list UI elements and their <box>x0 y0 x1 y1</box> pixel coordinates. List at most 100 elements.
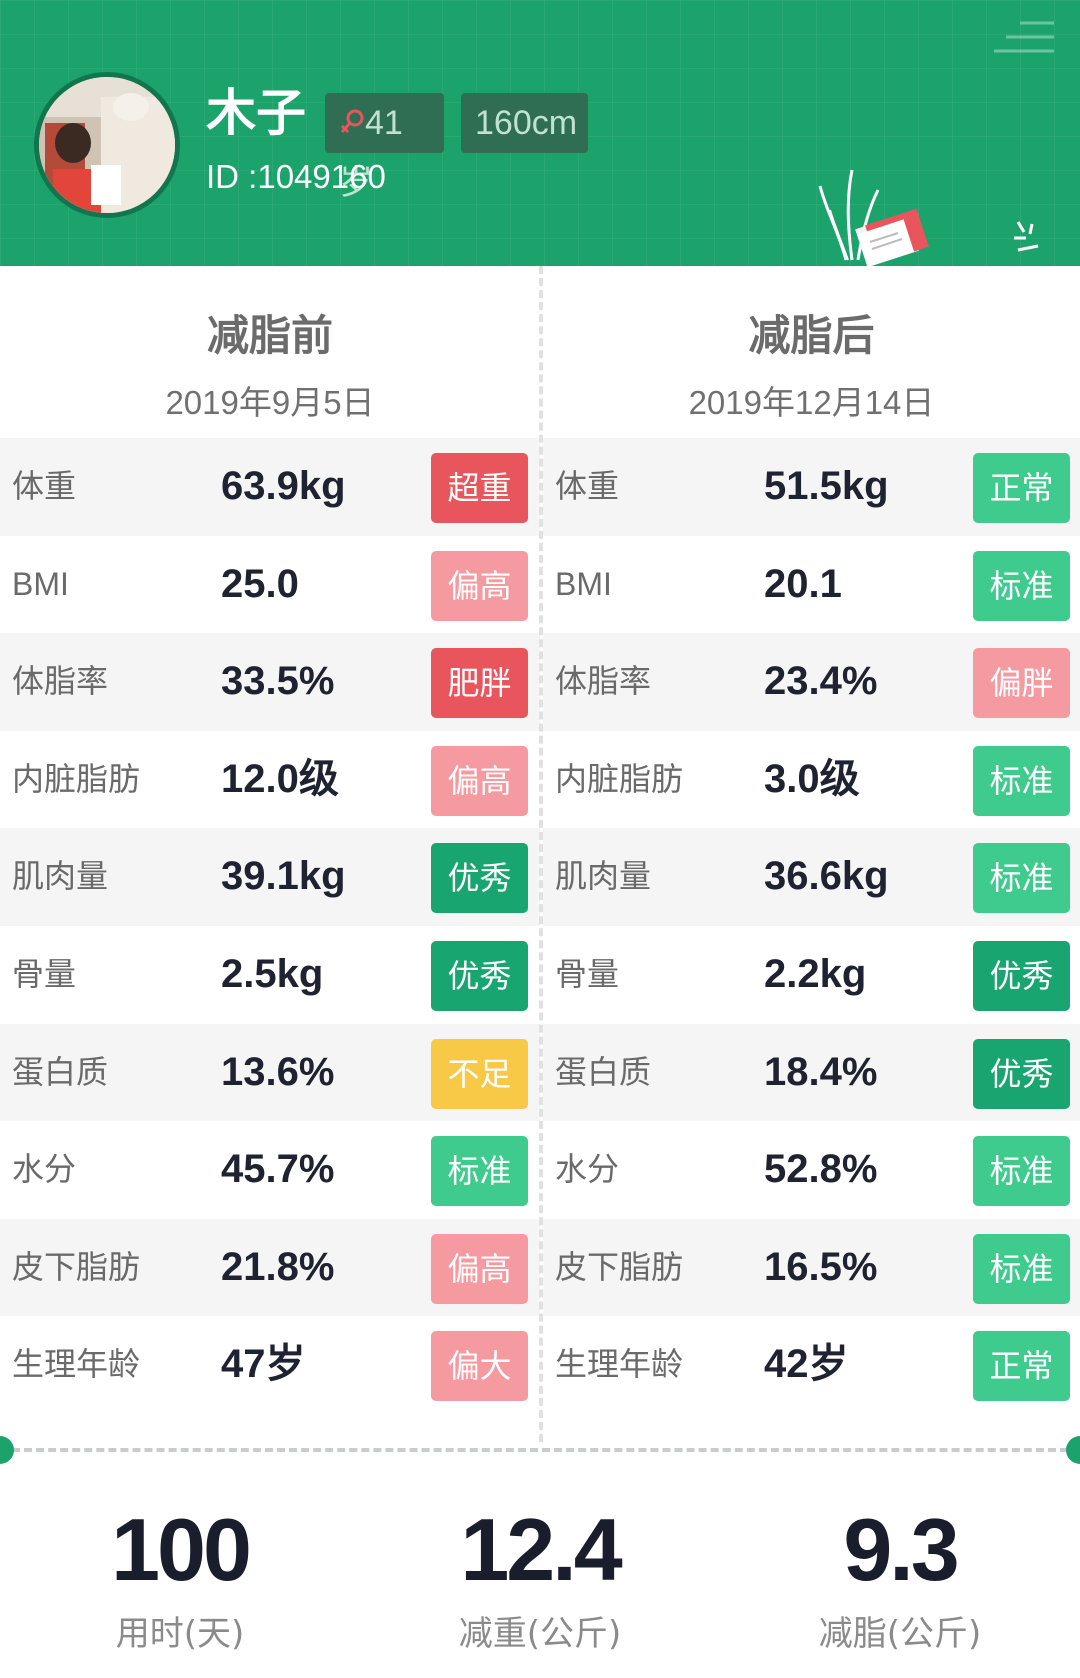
metric-label: 骨量 <box>12 954 77 993</box>
status-badge: 优秀 <box>431 843 528 914</box>
table-row: 水分 52.8% 标准 <box>543 1121 1080 1219</box>
avatar[interactable] <box>34 72 180 218</box>
metric-label: 体重 <box>12 467 77 505</box>
table-row: 肌肉量 36.6kg 标准 <box>543 828 1080 926</box>
stat-label: 减脂(公斤) <box>818 1614 982 1654</box>
status-badge: 偏高 <box>431 745 528 816</box>
status-badge: 偏高 <box>431 550 528 621</box>
status-badge: 不足 <box>431 1038 528 1109</box>
divider-notch-right <box>1066 1436 1080 1464</box>
metric-value: 13.6% <box>221 1049 335 1094</box>
table-row: 体脂率 23.4% 偏胖 <box>543 633 1080 731</box>
status-badge: 超重 <box>431 453 528 523</box>
status-badge: 标准 <box>973 745 1070 816</box>
table-row: 皮下脂肪 21.8% 偏高 <box>0 1218 540 1317</box>
metric-value: 52.8% <box>764 1147 878 1192</box>
status-badge: 偏胖 <box>973 648 1070 719</box>
metric-label: 肌肉量 <box>12 857 109 896</box>
metric-value: 25.0 <box>221 561 299 606</box>
status-badge: 肥胖 <box>431 648 528 719</box>
stat-value: 9.3 <box>843 1500 959 1599</box>
status-badge: 标准 <box>973 1233 1070 1304</box>
metric-label: BMI <box>12 565 69 602</box>
table-row: 骨量 2.2kg 优秀 <box>543 926 1080 1024</box>
metric-value: 23.4% <box>764 659 878 704</box>
metric-label: 蛋白质 <box>555 1052 652 1091</box>
stat-label: 用时(天) <box>115 1614 245 1654</box>
before-column: 减脂前 2019年9月5日 体重 63.9kg 超重 BMI 25.0 偏高 体… <box>0 266 540 1442</box>
metric-value: 18.4% <box>764 1049 878 1094</box>
metric-label: 水分 <box>12 1150 77 1189</box>
after-column: 减脂后 2019年12月14日 体重 51.5kg 正常 BMI 20.1 标准… <box>543 266 1080 1442</box>
before-title: 减脂前 <box>206 311 333 360</box>
metric-label: 水分 <box>555 1150 620 1189</box>
age-badge: 41岁 <box>325 93 444 202</box>
metric-value: 33.5% <box>221 659 335 704</box>
metric-label: 皮下脂肪 <box>12 1247 141 1286</box>
metric-value: 12.0级 <box>221 756 339 801</box>
summary-stats: 100 用时(天) 12.4 减重(公斤) 9.3 减脂(公斤) <box>0 1470 1080 1678</box>
table-row: 内脏脂肪 3.0级 标准 <box>543 731 1080 829</box>
metric-label: 体重 <box>555 467 620 505</box>
metric-label: 内脏脂肪 <box>555 759 684 798</box>
table-row: 内脏脂肪 12.0级 偏高 <box>0 731 540 829</box>
status-badge: 标准 <box>973 550 1070 621</box>
table-row: 肌肉量 39.1kg 优秀 <box>0 828 540 926</box>
profile-header: 木子 41岁 160cm ID :1049160 <box>0 0 1080 266</box>
after-date: 2019年12月14日 <box>688 384 935 421</box>
status-badge: 正常 <box>973 1331 1070 1402</box>
section-divider <box>12 1448 1068 1452</box>
table-row: 生理年龄 47岁 偏大 <box>0 1316 540 1414</box>
table-row: 体重 51.5kg 正常 <box>543 438 1080 536</box>
female-symbol-icon <box>340 109 364 134</box>
status-badge: 标准 <box>973 843 1070 914</box>
after-title: 减脂后 <box>748 311 875 360</box>
divider-notch-left <box>0 1436 14 1464</box>
metric-label: BMI <box>555 565 612 602</box>
user-id: ID :1049160 <box>206 158 386 195</box>
metric-value: 16.5% <box>764 1244 878 1289</box>
status-badge: 偏大 <box>431 1331 528 1402</box>
metric-label: 内脏脂肪 <box>12 759 141 798</box>
table-row: 体重 63.9kg 超重 <box>0 438 540 536</box>
metric-value: 47岁 <box>221 1342 306 1387</box>
metric-value: 21.8% <box>221 1244 335 1289</box>
avatar-photo <box>39 77 175 213</box>
stat-days: 100 用时(天) <box>0 1470 360 1655</box>
metric-label: 蛋白质 <box>12 1052 109 1091</box>
before-date: 2019年9月5日 <box>165 384 375 421</box>
metric-label: 皮下脂肪 <box>555 1247 684 1286</box>
metric-value: 51.5kg <box>764 464 889 508</box>
metric-label: 生理年龄 <box>12 1345 141 1384</box>
status-badge: 标准 <box>973 1136 1070 1207</box>
height-badge: 160cm <box>461 93 588 153</box>
table-row: BMI 25.0 偏高 <box>0 536 540 634</box>
sparkle-icon <box>1014 221 1039 252</box>
comparison-table: 减脂前 2019年9月5日 体重 63.9kg 超重 BMI 25.0 偏高 体… <box>0 266 1080 1442</box>
stat-weight-loss: 12.4 减重(公斤) <box>360 1470 720 1655</box>
metric-value: 2.5kg <box>221 951 324 996</box>
status-badge: 偏高 <box>431 1233 528 1304</box>
table-row: 皮下脂肪 16.5% 标准 <box>543 1218 1080 1317</box>
metric-value: 42岁 <box>764 1342 849 1387</box>
metric-label: 骨量 <box>555 954 620 993</box>
table-row: 生理年龄 42岁 正常 <box>543 1316 1080 1414</box>
status-badge: 优秀 <box>973 940 1070 1011</box>
table-row: 体脂率 33.5% 肥胖 <box>0 633 540 731</box>
table-row: 骨量 2.5kg 优秀 <box>0 926 540 1024</box>
metric-label: 体脂率 <box>555 662 652 701</box>
status-badge: 标准 <box>431 1136 528 1207</box>
stat-fat-loss: 9.3 减脂(公斤) <box>720 1470 1080 1655</box>
menu-lines-icon[interactable] <box>994 20 1054 54</box>
metric-label: 肌肉量 <box>555 857 652 896</box>
metric-value: 45.7% <box>221 1147 335 1192</box>
age-value: 41岁 <box>339 104 403 202</box>
metric-value: 63.9kg <box>221 464 346 508</box>
status-badge: 正常 <box>973 453 1070 523</box>
column-divider <box>539 266 543 1442</box>
metric-label: 生理年龄 <box>555 1345 684 1384</box>
metric-value: 20.1 <box>764 561 842 606</box>
metric-label: 体脂率 <box>12 662 109 701</box>
status-badge: 优秀 <box>973 1038 1070 1109</box>
status-badge: 优秀 <box>431 940 528 1011</box>
